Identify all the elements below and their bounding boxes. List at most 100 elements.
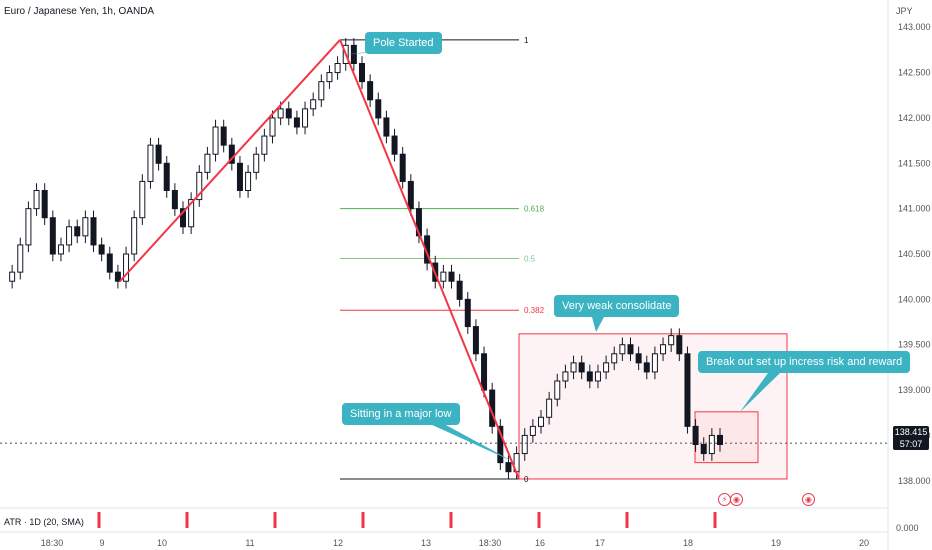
candle-body [180,208,186,228]
candle-body [123,253,130,282]
candle-body [448,271,455,282]
candle-body [578,362,585,373]
candle-body [212,126,219,155]
candle-body [456,280,463,300]
candle-body [334,63,341,74]
atr-markers [97,512,717,528]
atr-marker [449,512,453,528]
candle-body [82,217,89,237]
candle-body [9,271,16,282]
candle-body [204,153,211,173]
atr-marker [625,512,629,528]
candle-body [603,362,610,373]
atr-marker [713,512,717,528]
y-tick-label: 138.000 [898,476,931,486]
candle-body [261,135,268,155]
candle-body [619,344,626,355]
atr-marker [185,512,189,528]
candle-body [529,425,536,436]
candle-body [651,353,658,373]
candle-body [562,371,569,382]
x-tick-label: 16 [535,538,545,548]
target-icon[interactable]: ◉ [802,493,815,506]
y-tick-label: 140.500 [898,249,931,259]
y-tick-label: 142.000 [898,113,931,123]
currency-label: JPY [896,6,913,16]
candle-body [359,63,365,83]
candle-body [310,99,317,110]
candle-body [245,171,252,192]
candle-body [668,335,675,346]
candle-body [717,434,723,445]
candle-body [106,253,113,273]
candle-body [627,344,634,355]
candle-body [481,353,488,391]
candle-body [155,144,162,164]
candle-body [464,298,471,328]
candle-body [367,81,374,101]
candles [9,38,723,479]
atr-marker [273,512,277,528]
candle-body [635,353,642,364]
y-tick-label: 140.000 [898,294,931,304]
x-tick-label: 9 [99,538,104,548]
candle-body [41,190,48,219]
current-price-tag: 138.415 57:07 [893,426,929,450]
candle-body [302,108,309,128]
callout-sitting-major-low[interactable]: Sitting in a major low [342,403,460,425]
candle-body [586,371,593,382]
x-tick-label: 18:30 [41,538,64,548]
y-tick-label: 142.500 [898,68,931,78]
candle-body [505,462,512,473]
callout-very-weak-consolidate[interactable]: Very weak consolidate [554,295,680,317]
candle-body [196,171,203,201]
atr-marker [361,512,365,528]
candle-body [684,353,691,427]
indicator-value: 0.000 [896,523,919,533]
x-tick-label: 17 [595,538,605,548]
candle-body [163,162,170,192]
x-tick-label: 13 [421,538,431,548]
candle-body [293,117,300,128]
candle-body [25,208,32,246]
candle-body [90,217,97,246]
atr-marker [537,512,541,528]
chart-title: Euro / Japanese Yen, 1h, OANDA [4,6,155,17]
candle-body [57,244,64,255]
candle-body [139,180,146,219]
x-tick-label: 19 [771,538,781,548]
candle-body [277,108,284,119]
callout-pole-started[interactable]: Pole Started [365,32,442,54]
candle-body [98,244,105,255]
callout-break-out[interactable]: Break out set up incress risk and reward [698,351,911,373]
candle-body [220,126,227,146]
candle-body [692,425,699,446]
candle-body [554,380,561,400]
candle-body [253,153,260,173]
trend-lines [119,39,520,480]
candle-body [350,44,357,64]
candle-body [708,434,715,455]
candle-body [383,117,390,137]
breakout-box [694,411,759,464]
indicator-label[interactable]: ATR · 1D (20, SMA) [4,517,84,527]
target-icon[interactable]: ◉ [730,493,743,506]
candle-body [570,362,577,373]
candle-body [407,180,414,210]
candle-body [147,144,154,182]
candle-body [700,444,707,455]
x-tick-label: 11 [245,538,254,548]
x-tick-label: 20 [859,538,869,548]
fib-label: 0.5 [524,255,536,264]
candle-body [391,135,398,155]
candle-body [472,326,479,355]
candle-body [538,416,544,427]
y-tick-label: 141.000 [898,204,931,214]
fib-label: 0.618 [524,205,545,214]
candle-body [521,434,528,455]
candle-body [318,81,325,101]
y-axis-ticks: 143.000 142.500 142.000 141.500 141.000 140.5… [898,22,931,486]
candle-body [546,398,553,418]
countdown-timer: 57:07 [899,439,923,449]
